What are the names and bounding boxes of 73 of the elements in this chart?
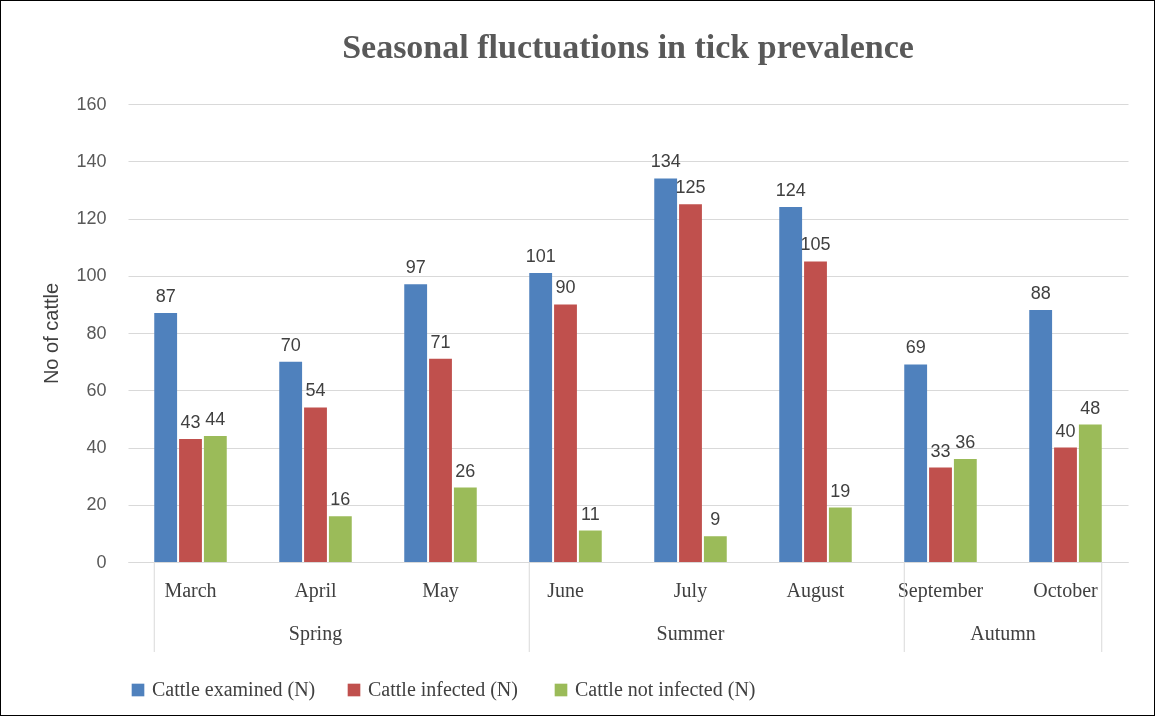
x-tick-label: September — [897, 578, 984, 602]
data-label: 40 — [1055, 420, 1076, 441]
bar — [953, 458, 977, 562]
y-tick-label: 120 — [76, 208, 107, 228]
y-tick-label: 160 — [76, 93, 107, 114]
data-label: 36 — [955, 431, 976, 452]
bar — [529, 272, 553, 562]
text: Summer — [656, 622, 725, 644]
data-label: 70 — [280, 334, 301, 355]
bar — [654, 178, 678, 562]
x-tick-label: August — [786, 578, 845, 602]
bar — [904, 364, 928, 562]
data-label: 33 — [930, 440, 951, 461]
y-axis-title: No of cattle — [40, 282, 63, 385]
y-tick-label: 100 — [76, 265, 107, 286]
data-label: 125 — [675, 177, 706, 198]
bar — [828, 507, 852, 562]
data-label: 87 — [155, 285, 176, 306]
y-tick-label: 140 — [76, 150, 107, 171]
bar — [1078, 424, 1102, 562]
bar — [1029, 310, 1053, 562]
bar — [804, 261, 827, 562]
data-label: 101 — [525, 245, 556, 266]
x-tick-label: July — [673, 578, 708, 602]
data-label: 124 — [775, 180, 806, 201]
bar — [1054, 447, 1077, 562]
x-tick-label: June — [547, 578, 584, 601]
data-label: 43 — [180, 411, 201, 432]
data-label: 97 — [405, 257, 426, 278]
bar — [179, 438, 202, 562]
x-tick-label: May — [422, 578, 459, 602]
data-label: 90 — [555, 277, 576, 298]
y-tick-label: 40 — [86, 437, 107, 457]
y-tick-label: 0 — [96, 551, 107, 572]
bar — [703, 536, 727, 562]
bar — [304, 407, 327, 562]
data-label: 69 — [905, 337, 926, 358]
data-label: 54 — [305, 380, 326, 401]
y-tick-label: 60 — [86, 379, 107, 400]
data-label: 19 — [830, 480, 851, 501]
data-label: 71 — [430, 331, 451, 352]
legend-label: Cattle examined (N) — [152, 678, 316, 701]
y-tick-label: 80 — [86, 322, 107, 343]
text: Autumn — [970, 622, 1036, 644]
data-label: 44 — [205, 409, 226, 430]
bar — [554, 304, 577, 562]
data-label: 134 — [650, 151, 681, 172]
x-tick-label: April — [294, 578, 338, 602]
data-label: 11 — [580, 503, 600, 524]
legend-label: Cattle not infected (N) — [575, 678, 756, 701]
data-label: 16 — [330, 489, 351, 510]
x-tick-label: March — [164, 578, 217, 601]
x-tick-label: October — [1033, 578, 1099, 601]
data-label: 48 — [1080, 397, 1101, 418]
bar — [429, 358, 452, 562]
bar — [279, 361, 303, 562]
data-label: 105 — [800, 234, 831, 255]
bar — [404, 284, 428, 562]
chart-title: Seasonal fluctuations in tick prevalence — [342, 28, 914, 65]
bar — [154, 312, 178, 562]
data-label: 88 — [1030, 283, 1051, 304]
data-label: 9 — [710, 509, 721, 530]
bar — [203, 436, 227, 562]
bar — [578, 530, 602, 562]
bar — [328, 516, 352, 562]
text: Spring — [288, 622, 343, 645]
data-label: 26 — [455, 460, 476, 481]
bar — [779, 207, 803, 562]
legend-label: Cattle infected (N) — [368, 678, 518, 701]
bar — [679, 204, 702, 562]
y-tick-label: 20 — [86, 494, 107, 515]
bar — [929, 467, 952, 562]
bar — [453, 487, 477, 562]
